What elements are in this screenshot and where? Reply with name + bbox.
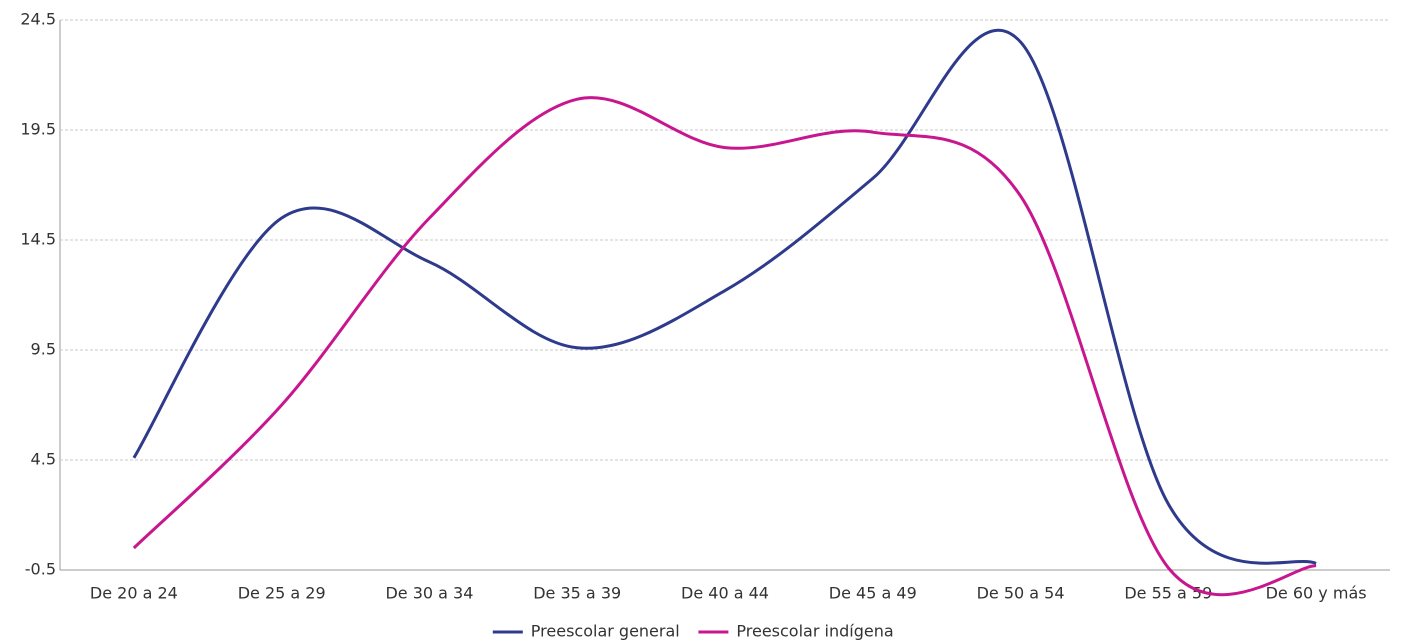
line <box>132 28 1317 565</box>
x-tick-label: De 55 a 59 <box>1124 584 1212 603</box>
y-tick-label: 4.5 <box>31 450 56 469</box>
x-tick-label: De 20 a 24 <box>90 584 178 603</box>
x-tick-label: De 25 a 29 <box>238 584 326 603</box>
y-tick-label: 24.5 <box>20 10 56 29</box>
line <box>132 96 1317 597</box>
x-tick-label: De 35 a 39 <box>533 584 621 603</box>
x-tick-label: De 50 a 54 <box>977 584 1065 603</box>
legend-label: Preescolar general <box>531 622 680 641</box>
y-tick-label: 9.5 <box>31 340 56 359</box>
x-tick-label: De 40 a 44 <box>681 584 769 603</box>
x-tick-label: De 45 a 49 <box>829 584 917 603</box>
legend-label: Preescolar indígena <box>736 622 893 641</box>
y-tick-label: -0.5 <box>25 560 56 579</box>
x-tick-label: De 30 a 34 <box>385 584 473 603</box>
y-tick-label: 14.5 <box>20 230 56 249</box>
x-tick-label: De 60 y más <box>1266 584 1367 603</box>
y-tick-label: 19.5 <box>20 120 56 139</box>
